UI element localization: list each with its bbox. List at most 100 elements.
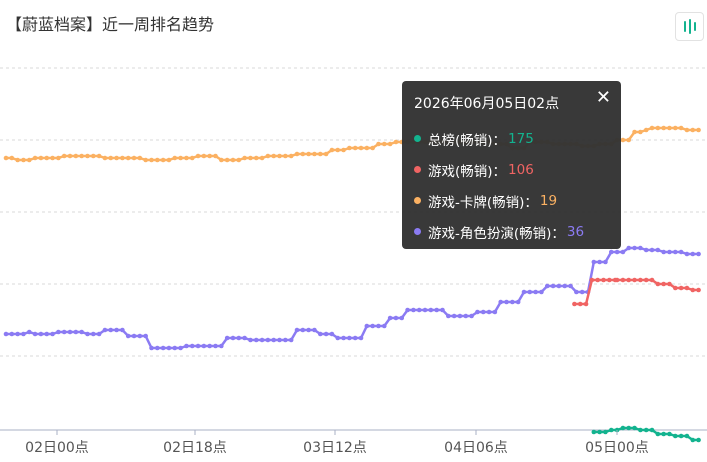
data-point[interactable] [114, 327, 119, 333]
data-point[interactable] [230, 157, 236, 163]
data-point[interactable] [603, 259, 608, 265]
data-point[interactable] [61, 153, 67, 159]
data-point[interactable] [673, 285, 678, 291]
data-point[interactable] [655, 247, 661, 253]
data-point[interactable] [574, 289, 579, 295]
data-point[interactable] [533, 289, 538, 295]
data-point[interactable] [579, 289, 585, 295]
data-point[interactable] [50, 331, 55, 337]
data-point[interactable] [125, 333, 131, 339]
data-point[interactable] [632, 277, 637, 283]
data-point[interactable] [550, 283, 556, 289]
data-point[interactable] [678, 285, 684, 291]
data-point[interactable] [405, 307, 410, 313]
data-point[interactable] [96, 331, 102, 337]
data-point[interactable] [684, 433, 690, 439]
data-point[interactable] [673, 249, 678, 255]
data-point[interactable] [294, 151, 300, 157]
data-point[interactable] [224, 157, 230, 163]
data-point[interactable] [219, 343, 224, 349]
data-point[interactable] [26, 157, 32, 163]
data-point[interactable] [166, 345, 172, 351]
data-point[interactable] [120, 327, 125, 333]
data-point[interactable] [102, 327, 108, 333]
data-point[interactable] [44, 331, 50, 337]
data-point[interactable] [434, 307, 439, 313]
data-point[interactable] [678, 433, 684, 439]
data-point[interactable] [556, 283, 562, 289]
data-point[interactable] [120, 155, 125, 161]
data-point[interactable] [114, 155, 119, 161]
data-point[interactable] [108, 327, 114, 333]
data-point[interactable] [690, 251, 696, 257]
data-point[interactable] [678, 125, 684, 131]
data-point[interactable] [259, 337, 265, 343]
data-point[interactable] [589, 277, 595, 283]
data-point[interactable] [684, 251, 690, 257]
data-point[interactable] [32, 331, 38, 337]
data-point[interactable] [277, 153, 282, 159]
data-point[interactable] [649, 277, 655, 283]
data-point[interactable] [102, 155, 108, 161]
data-point[interactable] [79, 329, 84, 335]
data-point[interactable] [38, 155, 44, 161]
data-point[interactable] [696, 437, 701, 443]
data-point[interactable] [96, 153, 102, 159]
data-point[interactable] [393, 139, 399, 145]
data-point[interactable] [9, 331, 15, 337]
data-point[interactable] [125, 155, 131, 161]
data-point[interactable] [137, 155, 143, 161]
data-point[interactable] [638, 245, 643, 251]
data-point[interactable] [632, 425, 637, 431]
data-point[interactable] [690, 437, 696, 443]
data-point[interactable] [288, 153, 294, 159]
data-point[interactable] [155, 157, 160, 163]
data-point[interactable] [562, 283, 568, 289]
data-point[interactable] [696, 251, 701, 257]
data-point[interactable] [44, 155, 50, 161]
data-point[interactable] [329, 331, 335, 337]
data-point[interactable] [317, 151, 323, 157]
data-point[interactable] [67, 153, 73, 159]
data-point[interactable] [248, 155, 253, 161]
data-point[interactable] [626, 425, 632, 431]
data-point[interactable] [9, 155, 15, 161]
data-point[interactable] [67, 329, 73, 335]
data-point[interactable] [620, 425, 626, 431]
data-point[interactable] [294, 327, 300, 333]
data-point[interactable] [463, 313, 469, 319]
data-point[interactable] [91, 153, 96, 159]
data-point[interactable] [160, 345, 166, 351]
data-point[interactable] [696, 287, 701, 293]
data-point[interactable] [486, 309, 492, 315]
data-point[interactable] [358, 335, 364, 341]
data-point[interactable] [91, 331, 96, 337]
data-point[interactable] [643, 127, 649, 133]
data-point[interactable] [661, 431, 666, 437]
data-point[interactable] [155, 345, 160, 351]
data-point[interactable] [649, 247, 655, 253]
data-point[interactable] [242, 335, 247, 341]
data-point[interactable] [492, 309, 498, 315]
data-point[interactable] [288, 337, 294, 343]
data-point[interactable] [300, 327, 306, 333]
data-point[interactable] [271, 153, 277, 159]
data-point[interactable] [643, 277, 649, 283]
data-point[interactable] [376, 141, 381, 147]
data-point[interactable] [283, 153, 288, 159]
data-point[interactable] [393, 315, 399, 321]
data-point[interactable] [364, 145, 370, 151]
data-point[interactable] [352, 335, 358, 341]
data-point[interactable] [480, 309, 486, 315]
data-point[interactable] [131, 333, 137, 339]
data-point[interactable] [370, 323, 375, 329]
data-point[interactable] [382, 323, 387, 329]
data-point[interactable] [178, 155, 183, 161]
data-point[interactable] [265, 153, 271, 159]
data-point[interactable] [50, 155, 55, 161]
data-point[interactable] [411, 307, 416, 313]
data-point[interactable] [160, 157, 166, 163]
data-point[interactable] [684, 127, 690, 133]
data-point[interactable] [696, 127, 701, 133]
data-point[interactable] [655, 431, 661, 437]
